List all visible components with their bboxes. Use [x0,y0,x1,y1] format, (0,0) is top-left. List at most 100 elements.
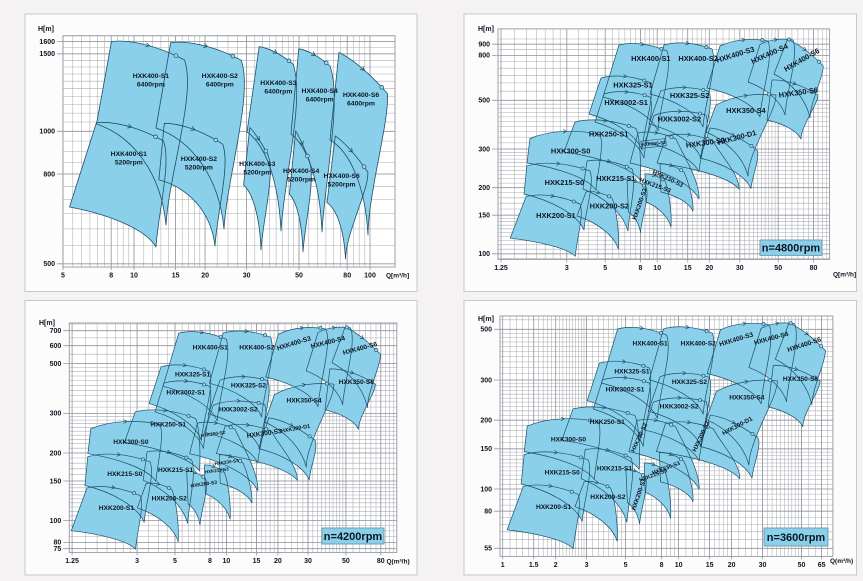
svg-text:HXK350-S6: HXK350-S6 [783,376,819,383]
svg-text:50: 50 [774,265,782,272]
svg-text:700: 700 [50,328,62,335]
svg-text:HXK400-S2: HXK400-S2 [681,341,717,348]
svg-text:HXK3002-S2: HXK3002-S2 [219,406,258,413]
svg-text:HXK3002-S2: HXK3002-S2 [660,404,699,411]
svg-text:900: 900 [478,42,490,49]
svg-text:300: 300 [50,411,62,418]
svg-text:HXK350-S6: HXK350-S6 [339,379,375,386]
svg-text:200: 200 [478,185,490,192]
svg-text:100: 100 [50,518,62,525]
svg-text:1600: 1600 [39,39,55,46]
svg-text:HXK400-S3: HXK400-S3 [260,80,296,87]
svg-text:5200rpm: 5200rpm [115,160,143,167]
svg-text:H[m]: H[m] [39,320,55,327]
svg-text:HXK325-S1: HXK325-S1 [613,81,652,90]
svg-text:H[m]: H[m] [38,26,54,33]
svg-text:500: 500 [480,327,492,334]
svg-text:5200rpm: 5200rpm [328,182,356,189]
svg-text:10: 10 [653,265,661,272]
svg-text:HXK200-S1: HXK200-S1 [99,505,135,512]
svg-text:HXK215-S3: HXK215-S3 [205,466,230,474]
svg-text:H[m]: H[m] [478,26,494,33]
svg-text:HXK3002-S1: HXK3002-S1 [606,386,645,393]
svg-text:HXK200-S2: HXK200-S2 [590,202,629,211]
svg-text:HXK400-S1: HXK400-S1 [193,344,229,351]
svg-text:80: 80 [484,509,492,516]
svg-text:n=3600rpm: n=3600rpm [767,532,826,544]
svg-text:HXK300-S0: HXK300-S0 [113,439,149,446]
svg-text:1: 1 [501,562,505,569]
svg-text:HXK400-S6: HXK400-S6 [323,173,359,180]
svg-text:HXK200-S2: HXK200-S2 [152,496,188,503]
svg-text:HXK215-S0: HXK215-S0 [545,178,584,187]
svg-text:15: 15 [706,562,714,569]
svg-text:200: 200 [50,450,62,457]
svg-text:500: 500 [478,98,490,105]
svg-text:5: 5 [61,273,65,280]
svg-text:30: 30 [304,558,312,565]
svg-text:6400rpm: 6400rpm [137,82,165,89]
svg-text:3: 3 [565,265,569,272]
svg-text:80: 80 [343,273,351,280]
svg-text:HXK300-S3: HXK300-S3 [246,428,282,440]
svg-text:HXK350-S4: HXK350-S4 [729,395,765,402]
svg-text:HXK300-D1: HXK300-D1 [281,424,311,435]
svg-text:15: 15 [253,558,261,565]
svg-text:800: 800 [478,53,490,60]
svg-text:HXK250-S1: HXK250-S1 [590,419,626,426]
svg-text:5: 5 [173,558,177,565]
svg-text:6400rpm: 6400rpm [306,97,334,104]
svg-text:HXK300-S0: HXK300-S0 [551,437,587,444]
svg-text:15: 15 [684,265,692,272]
svg-text:HXK215-S0: HXK215-S0 [107,471,143,478]
svg-text:n=4200rpm: n=4200rpm [324,531,383,543]
svg-text:30: 30 [736,265,744,272]
svg-text:300: 300 [480,377,492,384]
svg-text:80: 80 [377,558,385,565]
svg-text:HXK400-S1: HXK400-S1 [111,151,147,158]
svg-text:150: 150 [50,478,62,485]
svg-text:10: 10 [223,558,231,565]
svg-text:3: 3 [135,558,139,565]
svg-text:Q(m³/h): Q(m³/h) [830,558,853,565]
svg-text:HXK250-S2: HXK250-S2 [641,140,666,148]
svg-text:5: 5 [624,562,628,569]
svg-text:HXK350-S4: HXK350-S4 [287,398,323,405]
svg-text:1.25: 1.25 [494,265,508,272]
svg-text:500: 500 [50,361,62,368]
svg-text:HXK200-S1: HXK200-S1 [536,211,575,220]
svg-text:HXK3002-S1: HXK3002-S1 [166,389,205,396]
svg-text:HXK215-S1: HXK215-S1 [596,174,635,183]
svg-text:HXK215-S1: HXK215-S1 [597,465,633,472]
svg-text:20: 20 [274,558,282,565]
svg-text:50: 50 [798,562,806,569]
svg-text:30: 30 [243,273,251,280]
svg-text:800: 800 [43,171,55,178]
svg-text:1.5: 1.5 [529,562,539,569]
svg-text:10: 10 [130,273,138,280]
svg-text:HXK325-S1: HXK325-S1 [175,372,211,379]
svg-text:HXK300-S0: HXK300-S0 [551,147,590,156]
svg-text:5200rpm: 5200rpm [185,165,213,172]
svg-text:HXK250-S2: HXK250-S2 [200,430,225,438]
svg-text:100: 100 [480,486,492,493]
svg-text:HXK215-S0: HXK215-S0 [545,470,581,477]
svg-text:Q(m³/h): Q(m³/h) [387,559,410,566]
svg-text:200: 200 [480,418,492,425]
svg-text:HXK400-S1: HXK400-S1 [631,54,670,63]
svg-text:150: 150 [480,446,492,453]
svg-text:1000: 1000 [39,129,55,136]
svg-text:HXK400-S3: HXK400-S3 [239,161,275,168]
svg-text:6400rpm: 6400rpm [206,82,234,89]
svg-text:Q[m³/h]: Q[m³/h] [833,272,856,279]
svg-text:HXK350-S4: HXK350-S4 [726,106,766,115]
svg-text:HXK230-S3: HXK230-S3 [214,458,239,466]
svg-text:HXK400-S6: HXK400-S6 [343,92,379,99]
svg-text:20: 20 [728,562,736,569]
svg-text:HXK325-S2: HXK325-S2 [672,379,708,386]
svg-text:10: 10 [675,562,683,569]
svg-text:150: 150 [478,213,490,220]
svg-text:HXK400-S2: HXK400-S2 [239,344,275,351]
svg-text:n=4800rpm: n=4800rpm [762,243,821,255]
svg-text:1.25: 1.25 [65,558,79,565]
